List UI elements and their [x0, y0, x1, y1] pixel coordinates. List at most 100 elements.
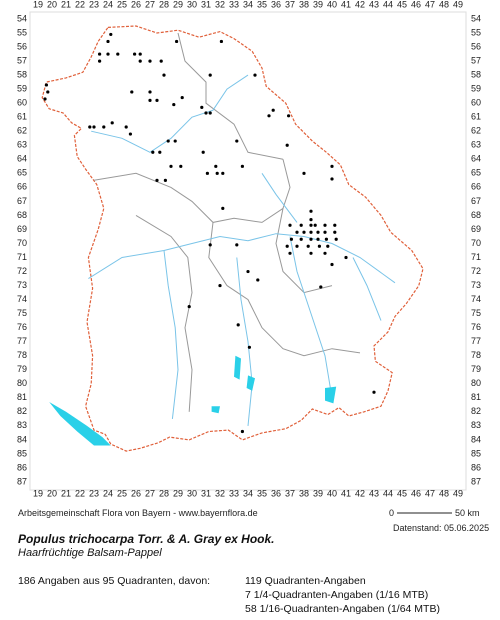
occurrence-dot — [106, 39, 110, 44]
occurrence-dot — [330, 177, 334, 181]
occurrence-dot — [43, 97, 47, 101]
row-label: 74 — [17, 294, 27, 304]
row-label: 87 — [471, 476, 481, 486]
occurrence-dot — [162, 73, 166, 77]
district-border — [177, 32, 284, 160]
row-label: 62 — [17, 126, 27, 136]
occurrence-dot — [204, 111, 208, 115]
row-label: 71 — [471, 252, 481, 262]
column-label: 35 — [257, 488, 267, 498]
occurrence-dot — [138, 59, 142, 63]
column-label: 41 — [341, 0, 351, 9]
occurrence-dot — [102, 125, 106, 129]
row-label: 67 — [17, 196, 27, 206]
occurrence-dot — [330, 262, 334, 267]
occurrence-dot — [299, 237, 303, 241]
column-label: 21 — [61, 488, 71, 498]
row-label: 79 — [17, 364, 27, 374]
occurrence-dot — [253, 73, 257, 77]
occurrence-dot — [155, 178, 159, 182]
occurrence-dot — [221, 206, 225, 211]
occurrence-dot — [215, 171, 219, 175]
column-label: 36 — [271, 488, 281, 498]
occurrence-dot — [200, 105, 204, 109]
occurrence-dot — [163, 178, 167, 182]
occurrence-dot — [148, 90, 152, 94]
state-border — [41, 25, 424, 452]
column-label: 33 — [229, 488, 239, 498]
column-label: 30 — [187, 0, 197, 9]
occurrence-dot — [214, 164, 218, 168]
occurrence-dot — [180, 95, 184, 100]
row-label: 58 — [17, 69, 27, 79]
column-label: 29 — [173, 488, 183, 498]
column-label: 45 — [397, 488, 407, 498]
occurrence-dot — [155, 98, 159, 102]
row-label: 75 — [17, 308, 27, 318]
occurrence-dot — [267, 114, 271, 118]
occurrence-dot — [159, 59, 163, 63]
occurrence-dot — [221, 171, 225, 175]
column-label: 31 — [201, 488, 211, 498]
row-label: 78 — [471, 350, 481, 360]
species-name: Populus trichocarpa Torr. & A. Gray ex H… — [18, 532, 275, 546]
column-label: 39 — [313, 0, 323, 9]
credit: Arbeitsgemeinschaft Flora von Bayern - w… — [18, 508, 258, 518]
occurrence-dot — [309, 209, 313, 213]
column-label: 19 — [33, 488, 43, 498]
row-label: 65 — [471, 168, 481, 178]
occurrence-dot — [179, 164, 183, 168]
scale-start: 0 — [389, 508, 394, 518]
row-label: 64 — [17, 154, 27, 164]
row-label: 85 — [471, 448, 481, 458]
column-label: 38 — [299, 0, 309, 9]
column-label: 40 — [327, 0, 337, 9]
row-label: 61 — [471, 112, 481, 122]
occurrence-dot — [288, 251, 292, 255]
row-label: 75 — [471, 308, 481, 318]
row-label: 58 — [471, 69, 481, 79]
occurrence-dot — [271, 108, 275, 112]
column-label: 36 — [271, 0, 281, 9]
row-label: 70 — [471, 238, 481, 248]
occurrence-dot — [326, 244, 330, 248]
row-label: 59 — [471, 84, 481, 94]
column-label: 34 — [243, 0, 253, 9]
row-label: 76 — [471, 322, 481, 332]
occurrence-dot — [205, 171, 209, 175]
column-label: 38 — [299, 488, 309, 498]
occurrence-dot — [317, 244, 321, 248]
occurrence-dot — [98, 52, 102, 56]
row-label: 74 — [471, 294, 481, 304]
row-label: 55 — [471, 27, 481, 37]
row-label: 62 — [471, 126, 481, 136]
row-label: 56 — [17, 41, 27, 51]
column-label: 30 — [187, 488, 197, 498]
occurrence-dot — [208, 73, 212, 77]
row-label: 60 — [471, 98, 481, 108]
occurrence-dot — [313, 223, 317, 227]
row-label: 60 — [17, 98, 27, 108]
row-label: 69 — [17, 224, 27, 234]
occurrence-dot — [334, 237, 338, 241]
row-label: 83 — [17, 420, 27, 430]
occurrence-dot — [306, 244, 310, 248]
occurrence-dot — [128, 132, 132, 136]
river — [261, 173, 298, 223]
row-label: 86 — [471, 462, 481, 472]
row-label: 84 — [471, 434, 481, 444]
row-label: 77 — [17, 336, 27, 346]
row-label: 83 — [471, 420, 481, 430]
occurrence-dot — [240, 164, 244, 168]
column-label: 22 — [75, 488, 85, 498]
occurrence-dot — [323, 230, 327, 234]
column-label: 23 — [89, 488, 99, 498]
column-label: 21 — [61, 0, 71, 9]
occurrence-dot — [201, 150, 205, 154]
column-label: 25 — [117, 0, 127, 9]
occurrence-dot — [92, 125, 96, 129]
occurrence-dot — [158, 150, 162, 154]
row-label: 79 — [471, 364, 481, 374]
occurrence-dot — [309, 223, 313, 227]
column-label: 26 — [131, 488, 141, 498]
